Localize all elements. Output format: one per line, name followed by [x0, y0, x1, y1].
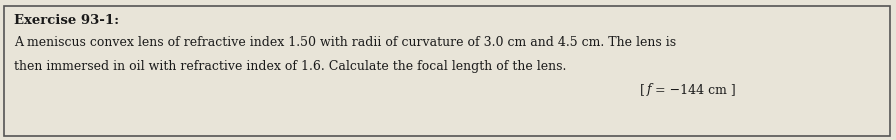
Text: A meniscus convex lens of refractive index 1.50 with radii of curvature of 3.0 c: A meniscus convex lens of refractive ind… — [14, 36, 676, 49]
Text: Exercise 93-1:: Exercise 93-1: — [14, 14, 119, 27]
Text: = −144 cm ]: = −144 cm ] — [655, 83, 736, 96]
Text: then immersed in oil with refractive index of 1.6. Calculate the focal length of: then immersed in oil with refractive ind… — [14, 60, 566, 73]
Text: [: [ — [640, 83, 645, 96]
FancyBboxPatch shape — [4, 6, 890, 136]
Text: f: f — [647, 83, 651, 96]
